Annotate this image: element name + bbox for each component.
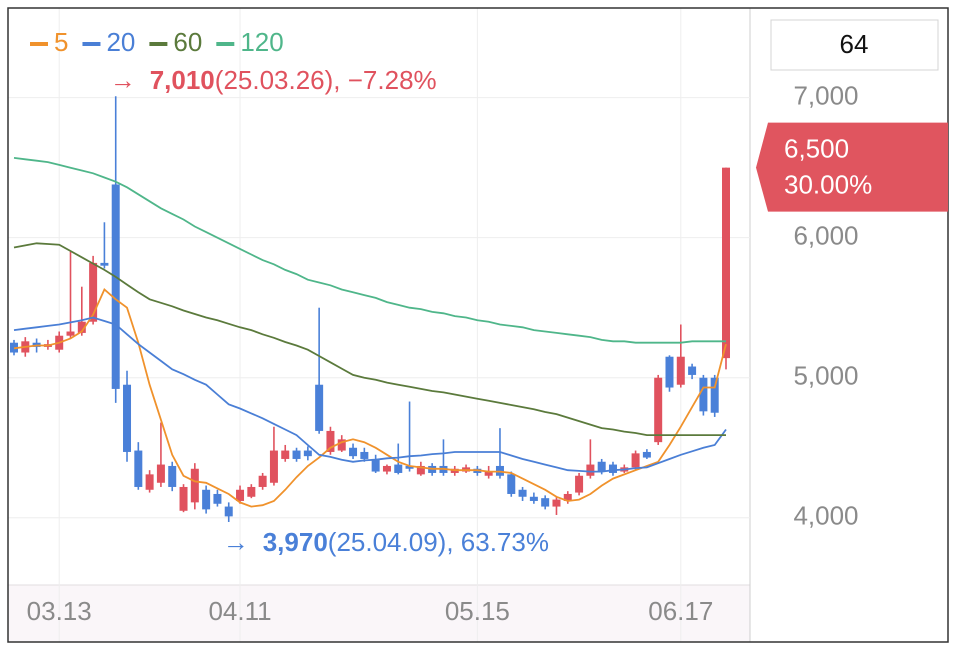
candle-body [642, 451, 651, 458]
price-tag-value: 6,500 [784, 134, 849, 164]
annotation: → 3,970(25.04.09), 63.73% [223, 527, 549, 557]
candle-body [145, 474, 154, 490]
candle-body [665, 356, 674, 388]
candle-body [315, 384, 324, 431]
annotation-arrow: → [223, 527, 249, 557]
candle-body [597, 461, 606, 472]
candle-body [688, 366, 697, 375]
annotation-detail: (25.04.09), 63.73% [328, 527, 549, 557]
ma-line [13, 157, 726, 344]
candle-body [202, 489, 211, 510]
candle-body [710, 377, 719, 413]
ma-line [13, 316, 727, 473]
annotation-price: 7,010 [150, 65, 215, 95]
candle-body [247, 486, 256, 497]
candle-body [292, 450, 301, 459]
annotation-price: 3,970 [263, 527, 328, 557]
candle-body [676, 356, 685, 385]
candle-body [190, 468, 199, 503]
y-tick-label: 6,000 [793, 221, 858, 251]
candle-body [134, 450, 143, 487]
candle-body [394, 464, 403, 473]
candle-body [484, 471, 493, 476]
frame [7, 7, 949, 643]
annotation-detail: (25.03.26), −7.28% [215, 65, 437, 95]
x-tick-label: 05.15 [445, 596, 510, 626]
ma-line [13, 288, 727, 508]
x-axis-band [8, 585, 750, 642]
candle-body [360, 451, 369, 459]
legend-label: 120 [240, 27, 283, 57]
candle-body [349, 447, 358, 457]
candle-body [382, 465, 391, 472]
candle-body [303, 450, 312, 457]
candle-body [66, 331, 75, 336]
candle-body [541, 498, 550, 507]
candle-body [507, 474, 516, 494]
price-tag-change: 30.00% [784, 170, 872, 200]
ma-line [13, 242, 726, 436]
annotation-arrow: → [110, 65, 136, 95]
candle-body [416, 465, 425, 475]
candle-body [111, 184, 120, 389]
candle-body [213, 493, 222, 504]
legend-label: 5 [54, 27, 68, 57]
candle-body [77, 321, 86, 333]
candle-body [608, 464, 617, 473]
candle-body [631, 453, 640, 468]
candle-body [371, 458, 380, 472]
candle-body [405, 465, 414, 469]
candle-body [224, 506, 233, 517]
candle-body [236, 489, 245, 501]
candle-body [699, 377, 708, 412]
candle-body [281, 450, 290, 459]
candle-body [179, 486, 188, 511]
annotation: → 7,010(25.03.26), −7.28% [110, 65, 437, 95]
legend-label: 60 [173, 27, 202, 57]
period-value[interactable]: 64 [840, 29, 869, 59]
candle-body [156, 464, 165, 483]
y-tick-label: 7,000 [793, 81, 858, 111]
candle-body [722, 167, 730, 359]
candle-body [518, 489, 527, 497]
candle-body [529, 496, 538, 501]
price-tag [756, 122, 948, 212]
candle-body [89, 262, 98, 322]
x-tick-label: 04.11 [208, 596, 271, 626]
candle-body [337, 439, 346, 451]
candle-body [654, 377, 663, 443]
plot-area: 7,000 6,000 5,000 4,000 03.13 04.11 05.15 06.17… [8, 8, 859, 642]
candle-body [563, 493, 572, 501]
candle-body [258, 475, 267, 487]
period-box[interactable] [770, 19, 939, 71]
candle-body [100, 262, 109, 266]
y-tick-label: 5,000 [793, 361, 858, 391]
y-tick-label: 4,000 [793, 501, 858, 531]
candle-body [269, 450, 278, 483]
legend-label: 20 [106, 27, 135, 57]
x-tick-label: 06.17 [648, 596, 713, 626]
x-tick-label: 03.13 [27, 596, 92, 626]
candle-body [123, 384, 132, 452]
candle-body [586, 464, 595, 476]
candle-body [552, 499, 561, 507]
candle-body [168, 465, 177, 487]
candle-body [326, 430, 335, 452]
candle-body [575, 475, 584, 493]
